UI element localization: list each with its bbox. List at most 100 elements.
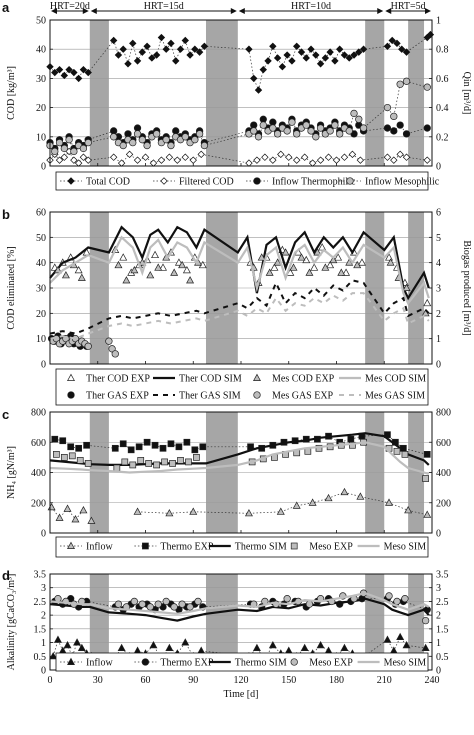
legend-label: Ther COD SIM — [179, 374, 242, 385]
data-point — [167, 141, 175, 150]
data-point — [79, 153, 88, 161]
data-point — [191, 136, 199, 144]
data-point — [254, 86, 263, 94]
y2-tick-label: 3.5 — [436, 570, 449, 581]
series-line — [49, 235, 430, 306]
legend-marker — [253, 373, 261, 381]
legend-label: Mes COD SIM — [365, 374, 426, 385]
data-point — [133, 130, 142, 138]
data-point — [292, 501, 301, 509]
y-axis-label: COD eliminated [%] — [6, 246, 17, 329]
x-tick-label: 0 — [48, 675, 53, 686]
y2-tick-label: 0 — [436, 529, 441, 540]
y-tick-label: 2.5 — [34, 597, 47, 608]
data-point — [161, 458, 168, 466]
data-point — [114, 600, 123, 608]
data-point — [269, 42, 277, 50]
panel-letter: b — [2, 207, 10, 222]
data-point — [167, 440, 175, 448]
y-tick-label: 3 — [41, 583, 46, 594]
data-point — [326, 127, 334, 135]
data-point — [189, 156, 197, 164]
data-point — [307, 45, 315, 53]
data-point — [181, 133, 189, 141]
data-point — [423, 124, 431, 132]
series-thermo-sim — [49, 597, 430, 622]
data-point — [402, 153, 411, 161]
data-point — [152, 130, 161, 138]
data-point — [122, 276, 131, 284]
data-point — [125, 150, 134, 159]
legend-marker — [290, 658, 298, 666]
y-tick-label: 200 — [31, 498, 46, 509]
data-point — [326, 48, 334, 56]
data-point — [340, 643, 349, 652]
data-point — [194, 597, 202, 606]
y-tick-label: 50 — [36, 16, 46, 27]
data-point — [129, 461, 137, 469]
data-point — [165, 153, 174, 161]
y2-tick-label: 1 — [436, 334, 441, 345]
data-point — [148, 54, 156, 62]
data-point — [264, 57, 272, 65]
data-point — [47, 502, 56, 511]
legend-label: Meso EXP — [309, 658, 353, 669]
x-tick-label: 240 — [425, 675, 440, 686]
data-point — [124, 60, 132, 68]
data-point — [300, 643, 309, 652]
legend-box — [55, 171, 429, 191]
data-point — [334, 253, 343, 261]
data-point — [55, 156, 64, 164]
y-tick-label: 0 — [41, 529, 46, 540]
data-point — [63, 640, 72, 649]
data-point — [345, 127, 353, 135]
data-point — [199, 443, 207, 451]
series-inflow — [47, 487, 432, 524]
legend-marker — [346, 177, 354, 185]
y2-tick-label: 0 — [436, 666, 441, 677]
data-point — [396, 80, 404, 88]
data-point — [402, 77, 411, 85]
hrt-label: HRT=15d — [144, 1, 184, 12]
data-point — [70, 156, 78, 164]
data-point — [75, 444, 83, 452]
data-point — [259, 65, 267, 74]
series-meso-exp — [54, 589, 430, 625]
data-point — [250, 127, 258, 135]
y-tick-label: 2 — [41, 611, 46, 622]
data-point — [302, 54, 310, 62]
data-point — [162, 136, 170, 144]
hrt-arrow-right — [230, 8, 237, 14]
data-point — [189, 507, 198, 515]
data-point — [77, 273, 86, 281]
data-point — [197, 150, 205, 159]
data-point — [178, 600, 186, 608]
series-line — [49, 592, 430, 615]
data-point — [383, 635, 392, 643]
y2-tick-label: 5 — [436, 233, 441, 244]
data-point — [60, 71, 69, 80]
y-tick-label: 800 — [31, 408, 46, 419]
x-tick-label: 180 — [329, 675, 344, 686]
data-point — [273, 258, 282, 266]
data-point — [105, 337, 113, 345]
data-point — [257, 253, 266, 261]
data-point — [316, 124, 325, 132]
data-point — [151, 250, 160, 259]
data-point — [68, 452, 76, 460]
series-meso-sim — [49, 441, 430, 476]
y2-tick-label: 1 — [436, 638, 441, 649]
hrt-arrow-left — [238, 8, 245, 14]
data-point — [244, 509, 253, 517]
data-point — [402, 640, 411, 649]
data-point — [195, 130, 204, 138]
data-point — [356, 492, 365, 500]
data-point — [353, 260, 362, 269]
data-point — [390, 112, 398, 121]
data-point — [421, 616, 430, 625]
y-axis-label: NH₄ [gN/m³] — [6, 446, 17, 499]
y-tick-label: 3.5 — [34, 570, 47, 581]
data-point — [79, 65, 88, 74]
data-point — [331, 121, 339, 129]
data-point — [74, 265, 83, 274]
